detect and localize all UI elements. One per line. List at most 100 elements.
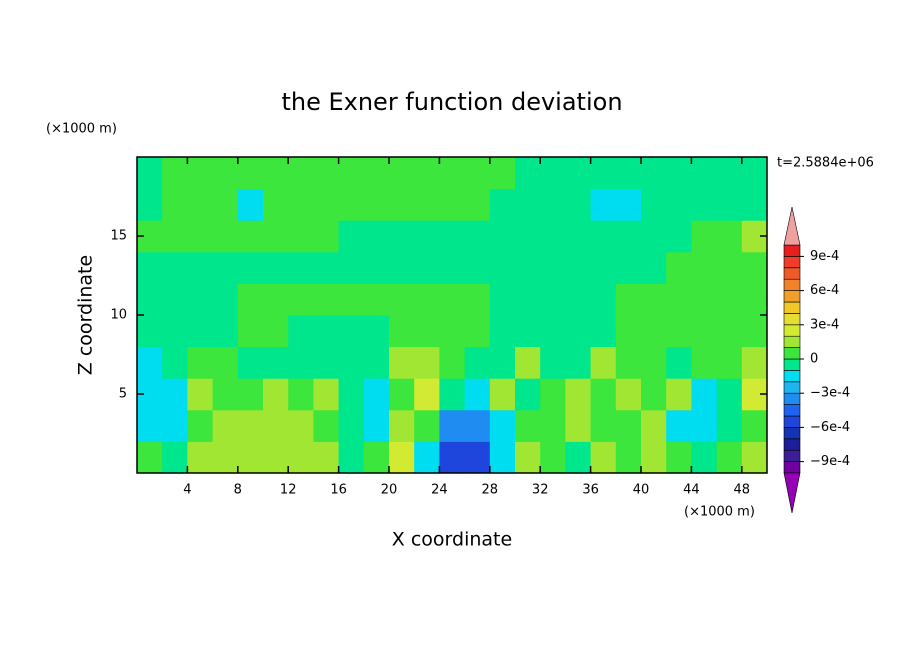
- contour-cell: [540, 441, 566, 474]
- contour-cell: [565, 409, 592, 442]
- contour-cell: [540, 346, 566, 379]
- contour-cell: [489, 378, 516, 411]
- contour-cell: [716, 220, 743, 253]
- colorbar-tick-label: 9e-4: [810, 249, 839, 264]
- contour-cell: [515, 409, 541, 442]
- colorbar-tick-label: −9e-4: [810, 454, 850, 469]
- contour-cell: [540, 251, 566, 284]
- y-tick-label: 10: [110, 308, 127, 323]
- contour-cell: [338, 188, 365, 221]
- contour-cell: [540, 157, 566, 190]
- contour-cell: [162, 157, 188, 190]
- contour-cell: [313, 378, 340, 411]
- colorbar-box: [783, 438, 801, 451]
- chart-title: the Exner function deviation: [281, 88, 622, 116]
- x-unit: (×1000 m): [684, 505, 755, 520]
- contour-cell: [414, 220, 440, 253]
- contour-cell: [389, 346, 415, 379]
- contour-cell: [641, 283, 667, 316]
- contour-cell: [212, 251, 239, 284]
- colorbar-box: [783, 278, 801, 291]
- colorbar-box: [783, 449, 801, 462]
- x-tick-label: 12: [280, 483, 297, 498]
- contour-cell: [666, 378, 692, 411]
- contour-cell: [187, 346, 214, 379]
- contour-cell: [263, 220, 289, 253]
- contour-cell: [691, 188, 718, 221]
- contour-cell: [389, 315, 415, 348]
- contour-cell: [464, 409, 491, 442]
- contour-cell: [515, 188, 541, 221]
- contour-cell: [162, 441, 188, 474]
- contour-cell: [389, 409, 415, 442]
- contour-cell: [439, 157, 466, 190]
- contour-cell: [741, 251, 768, 284]
- colorbar-box: [783, 301, 801, 314]
- contour-cell: [313, 251, 340, 284]
- contour-cell: [590, 315, 617, 348]
- contour-cell: [716, 409, 743, 442]
- contour-cell: [263, 188, 289, 221]
- contour-cell: [489, 346, 516, 379]
- contour-cell: [137, 157, 163, 190]
- contour-cell: [363, 220, 390, 253]
- contour-cell: [691, 409, 718, 442]
- contour-cell: [414, 441, 440, 474]
- colorbar-tick-label: 6e-4: [810, 283, 839, 298]
- contour-cell: [313, 409, 340, 442]
- contour-cell: [489, 157, 516, 190]
- contour-cell: [741, 409, 768, 442]
- colorbar-end-high: [783, 206, 801, 246]
- contour-cell: [389, 188, 415, 221]
- contour-cell: [263, 378, 289, 411]
- contour-cell: [641, 251, 667, 284]
- contour-cell: [464, 315, 491, 348]
- contour-cell: [439, 283, 466, 316]
- contour-cell: [439, 220, 466, 253]
- contour-cell: [338, 441, 365, 474]
- contour-cell: [288, 157, 314, 190]
- contour-cell: [288, 441, 314, 474]
- contour-cell: [565, 441, 592, 474]
- contour-cell: [540, 315, 566, 348]
- contour-cell: [641, 346, 667, 379]
- contour-cell: [515, 283, 541, 316]
- contour-cell: [439, 188, 466, 221]
- contour-cell: [615, 441, 642, 474]
- contour-cell: [414, 283, 440, 316]
- x-tick-label: 4: [183, 483, 191, 498]
- contour-cell: [338, 346, 365, 379]
- contour-cell: [691, 441, 718, 474]
- contour-cell: [565, 283, 592, 316]
- contour-cell: [691, 315, 718, 348]
- contour-cell: [615, 188, 642, 221]
- contour-cell: [288, 346, 314, 379]
- contour-cell: [414, 378, 440, 411]
- colorbar-box: [783, 290, 801, 303]
- contour-cell: [691, 157, 718, 190]
- contour-cell: [162, 283, 188, 316]
- contour-cell: [666, 220, 692, 253]
- contour-cell: [590, 220, 617, 253]
- contour-cell: [641, 378, 667, 411]
- colorbar-tick-label: 0: [810, 352, 818, 367]
- contour-cell: [237, 441, 264, 474]
- contour-cell: [313, 220, 340, 253]
- contour-cell: [641, 188, 667, 221]
- contour-cell: [691, 220, 718, 253]
- contour-cell: [691, 251, 718, 284]
- contour-cell: [666, 251, 692, 284]
- contour-cell: [288, 220, 314, 253]
- contour-cell: [716, 283, 743, 316]
- contour-cell: [540, 188, 566, 221]
- contour-cell: [187, 441, 214, 474]
- contour-cell: [691, 346, 718, 379]
- contour-cell: [489, 441, 516, 474]
- contour-cell: [615, 409, 642, 442]
- contour-cell: [489, 409, 516, 442]
- contour-cell: [363, 346, 390, 379]
- contour-cell: [263, 157, 289, 190]
- contour-cell: [212, 220, 239, 253]
- contour-cell: [389, 157, 415, 190]
